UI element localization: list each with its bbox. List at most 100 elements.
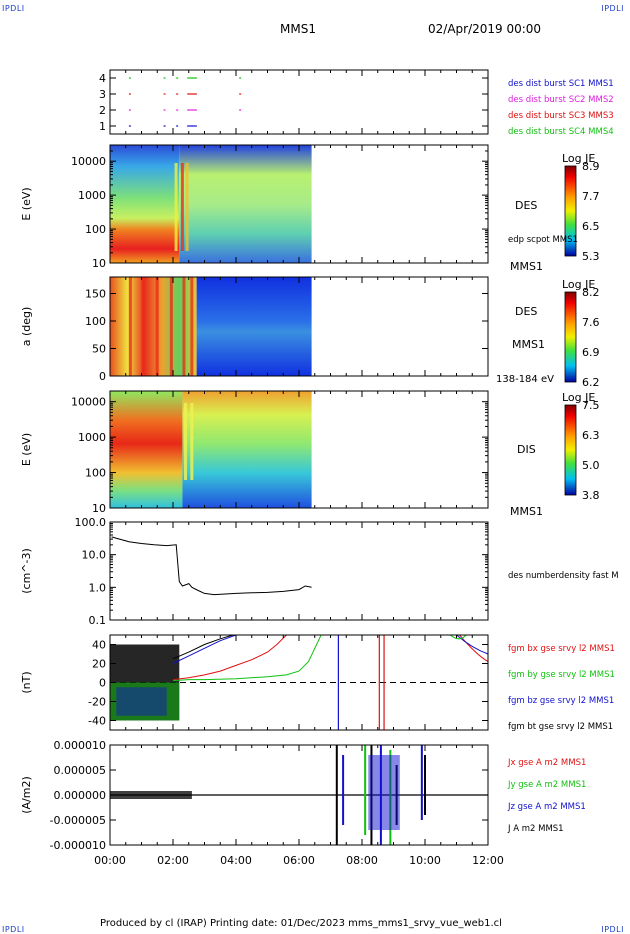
colorbar-tick-label: 6.9 <box>582 346 600 359</box>
legend-entry: des numberdensity fast M <box>508 571 619 581</box>
legend-entry: Jy gse A m2 MMS1 <box>507 780 586 790</box>
colorbar-tick-label: 6.3 <box>582 429 600 442</box>
colorbar-tick-label: 5.0 <box>582 459 600 472</box>
legend-entry: des dist burst SC2 MMS2 <box>508 95 614 105</box>
colorbar <box>564 404 577 496</box>
legend-entry: des dist burst SC3 MMS3 <box>508 111 614 121</box>
y-tick-label: -0.000005 <box>50 814 106 827</box>
y-tick-label: 10 <box>92 502 106 515</box>
colorbar-tick-label: 3.8 <box>582 489 600 502</box>
scpot-label: edp scpot MMS1 <box>508 235 578 245</box>
field-noise <box>116 687 167 716</box>
spectrogram-fill <box>179 145 312 263</box>
y-axis-label: E (eV) <box>20 433 33 466</box>
colorbar-tick-label: 7.7 <box>582 190 600 203</box>
spacecraft-title: MMS1 <box>280 22 316 36</box>
legend-entry: des dist burst SC1 MMS1 <box>508 79 614 89</box>
y-tick-label: 100 <box>85 467 106 480</box>
y-tick-label: 2 <box>99 104 106 117</box>
colorbar-title: Log JE <box>562 152 595 165</box>
field-line <box>456 634 489 655</box>
spectrogram-fill <box>182 391 312 508</box>
instrument-label: DES <box>515 199 537 212</box>
y-tick-label: 10000 <box>71 396 106 409</box>
y-tick-label: 1000 <box>78 189 106 202</box>
footer-credit: Produced by cl (IRAP) Printing date: 01/… <box>100 918 502 929</box>
y-tick-label: 0.1 <box>89 614 107 627</box>
time-tick-label: 08:00 <box>346 854 378 867</box>
y-tick-label: 0.000005 <box>54 764 107 777</box>
chart-canvas: 1 2 3 4 des dist burst SC1 MMS1 des dist burs… <box>20 69 619 867</box>
colorbar-tick-label: 6.2 <box>582 376 600 389</box>
legend-entry: Jz gse A m2 MMS1 <box>507 802 586 812</box>
field-line <box>172 634 234 660</box>
spectrogram-streak <box>174 163 178 251</box>
y-tick-label: 10 <box>92 257 106 270</box>
y-tick-label: -40 <box>88 715 106 728</box>
field-line <box>449 634 467 640</box>
y-tick-label: 1000 <box>78 431 106 444</box>
y-tick-label: 0 <box>99 370 106 383</box>
y-tick-label: 1.0 <box>89 581 107 594</box>
legend-entry: fgm by gse srvy l2 MMS1 <box>508 670 615 680</box>
y-tick-label: 0.000000 <box>54 789 107 802</box>
time-tick-label: 12:00 <box>472 854 504 867</box>
y-axis-label: (cm^-3) <box>20 548 33 594</box>
corner-label-bottom-left: IPDLI <box>2 925 25 934</box>
colorbar-tick-label: 7.6 <box>582 316 600 329</box>
energy-range-label: 138-184 eV <box>496 374 554 385</box>
legend-entry: fgm bz gse srvy l2 MMS1 <box>508 696 614 706</box>
y-tick-label: 100 <box>85 223 106 236</box>
y-tick-label: 0 <box>99 677 106 690</box>
legend-entry: des dist burst SC4 MMS4 <box>508 127 614 137</box>
y-tick-label: -20 <box>88 696 106 709</box>
colorbar <box>564 291 577 383</box>
colorbar-title: Log JE <box>562 391 595 404</box>
colorbar <box>564 165 577 257</box>
field-noise <box>110 682 180 721</box>
spectrogram-fill <box>110 391 183 508</box>
y-tick-label: 0.000010 <box>54 739 107 752</box>
spectrogram-fill <box>110 145 180 263</box>
colorbar-title: Log JE <box>562 278 595 291</box>
y-axis-label: E (eV) <box>20 187 33 220</box>
y-tick-label: 4 <box>99 72 106 85</box>
y-tick-label: 150 <box>85 288 106 301</box>
spectrogram-streak <box>190 403 194 480</box>
spacecraft-label: MMS1 <box>510 505 543 518</box>
y-tick-label: 100.0 <box>75 516 107 529</box>
spectrogram-streak <box>190 277 194 376</box>
corner-label-top-left: IPDLI <box>2 4 25 13</box>
legend-entry: Jx gse A m2 MMS1 <box>507 758 586 768</box>
time-tick-label: 00:00 <box>94 854 126 867</box>
legend-entry: J A m2 MMS1 <box>507 824 564 834</box>
colorbar-tick-label: 7.5 <box>582 399 600 412</box>
spectrogram-streak <box>184 403 188 480</box>
instrument-label: DIS <box>517 443 536 456</box>
field-line <box>172 634 322 682</box>
legend-entry: fgm bt gse srvy l2 MMS1 <box>508 722 613 732</box>
time-tick-label: 04:00 <box>220 854 252 867</box>
y-tick-label: -0.000010 <box>50 839 106 852</box>
y-tick-label: 10.0 <box>82 549 107 562</box>
y-tick-label: 40 <box>92 639 106 652</box>
spectrogram-fill <box>110 277 197 376</box>
time-tick-label: 10:00 <box>409 854 441 867</box>
y-axis-label: (A/m2) <box>20 776 33 814</box>
field-line <box>459 634 489 663</box>
spectrogram-streak <box>180 163 184 251</box>
spacecraft-label: MMS1 <box>510 260 543 273</box>
spectrogram-streak <box>185 163 189 251</box>
field-line <box>172 634 237 664</box>
y-tick-label: 3 <box>99 88 106 101</box>
y-tick-label: 50 <box>92 343 106 356</box>
spacecraft-label: MMS1 <box>512 338 545 351</box>
current-burst <box>368 755 400 830</box>
legend-entry: fgm bx gse srvy l2 MMS1 <box>508 644 615 654</box>
y-tick-label: 1 <box>99 120 106 133</box>
y-axis-label: (nT) <box>20 671 33 693</box>
panel-frame-4 <box>109 521 489 621</box>
corner-label-bottom-right: IPDLI <box>601 925 624 934</box>
panel-frame-0 <box>109 69 489 135</box>
spectrogram-fill <box>196 277 312 376</box>
